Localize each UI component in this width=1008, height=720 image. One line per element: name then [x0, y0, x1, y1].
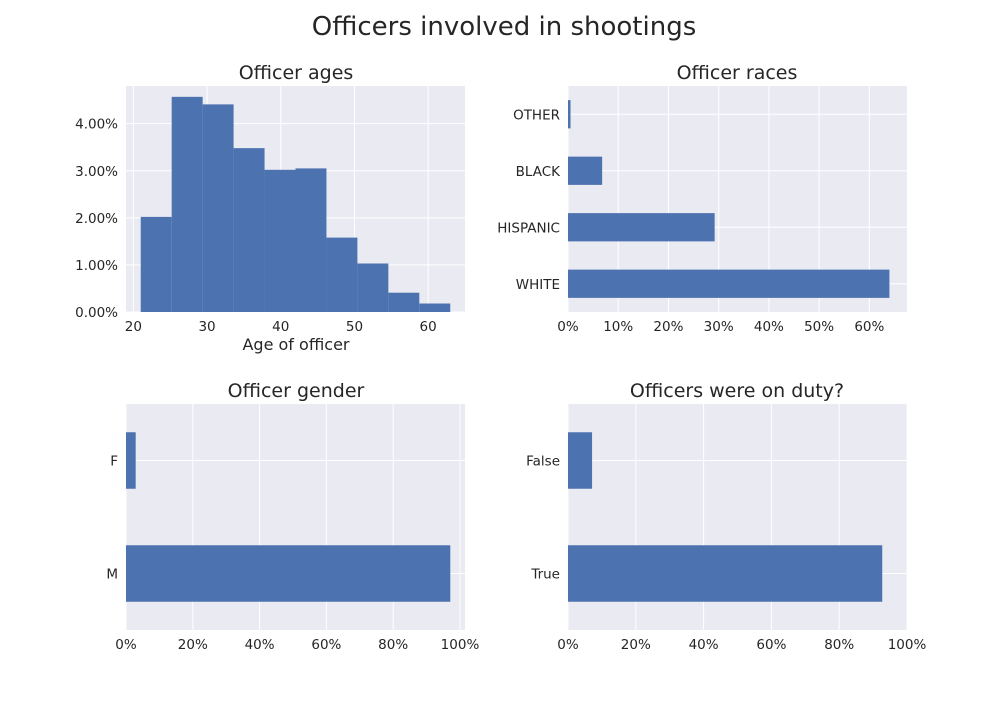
ages-y-tick-label: 2.00% [75, 211, 118, 227]
ages-histogram-bar [419, 303, 451, 312]
gender-x-tick-label: 80% [378, 637, 408, 653]
ages-y-tick-label: 1.00% [75, 258, 118, 274]
duty-bar [568, 545, 883, 602]
duty-category-label: False [526, 454, 560, 470]
races-x-tick-label: 20% [653, 319, 683, 335]
ages-x-axis-label: Age of officer [242, 335, 349, 354]
races-bar [568, 100, 571, 129]
races-bar [568, 213, 715, 242]
gender-category-label: F [110, 454, 118, 470]
ages-histogram-bar [233, 148, 265, 312]
ages-y-tick-label: 0.00% [75, 305, 118, 321]
gender-x-tick-label: 100% [441, 637, 480, 653]
duty-bar [568, 432, 593, 489]
ages-x-tick-label: 60 [420, 319, 437, 335]
races-x-tick-label: 40% [754, 319, 784, 335]
races-x-tick-label: 60% [854, 319, 884, 335]
ages-histogram-bar [140, 216, 172, 312]
gender-x-tick-label: 60% [311, 637, 341, 653]
gender-x-tick-label: 20% [178, 637, 208, 653]
races-x-tick-label: 10% [603, 319, 633, 335]
ages-x-tick-label: 40 [272, 319, 289, 335]
gender-bar-panel: Officer gender 0% 20% 40% 60% 80% 100% F M [106, 380, 479, 653]
ages-histogram-bar [171, 96, 203, 313]
duty-x-tick-label: 20% [621, 637, 651, 653]
ages-chart-title: Officer ages [239, 62, 354, 84]
duty-chart-title: Officers were on duty? [630, 380, 844, 402]
races-category-label: OTHER [513, 107, 560, 123]
ages-histogram-panel: Officer ages Age of officer 20 30 40 50 60 0.… [75, 62, 465, 354]
duty-category-label: True [530, 567, 560, 583]
ages-histogram-bar [388, 292, 420, 312]
ages-histogram-bar [202, 104, 234, 312]
ages-histogram-bar [357, 263, 389, 312]
ages-histogram-bar [295, 168, 327, 312]
races-bar [568, 156, 603, 185]
races-x-tick-label: 30% [704, 319, 734, 335]
duty-x-tick-label: 40% [689, 637, 719, 653]
duty-x-tick-label: 60% [756, 637, 786, 653]
duty-x-tick-label: 0% [557, 637, 579, 653]
races-category-label: HISPANIC [497, 220, 560, 236]
ages-x-tick-label: 50 [346, 319, 363, 335]
ages-y-tick-label: 4.00% [75, 117, 118, 133]
gender-category-label: M [106, 567, 118, 583]
ages-histogram-bar [326, 237, 358, 312]
duty-bar-panel: Officers were on duty? 0% 20% 40% 60% 80% 100… [526, 380, 926, 653]
gender-bar [126, 432, 136, 489]
gender-x-tick-label: 40% [245, 637, 275, 653]
races-bar-panel: Officer races 0% 10% 20% 30% 40% 50% 60% OTHER B… [497, 62, 907, 335]
races-bar [568, 269, 890, 298]
gender-bar [126, 545, 451, 602]
gender-x-tick-label: 0% [115, 637, 137, 653]
races-x-tick-label: 0% [557, 319, 579, 335]
races-chart-title: Officer races [677, 62, 798, 84]
figure-title: Officers involved in shootings [312, 12, 697, 42]
ages-x-tick-label: 30 [198, 319, 215, 335]
ages-y-tick-label: 3.00% [75, 164, 118, 180]
races-category-label: BLACK [516, 164, 562, 180]
races-category-label: WHITE [516, 277, 560, 293]
ages-histogram-bar [264, 169, 296, 312]
races-x-tick-label: 50% [804, 319, 834, 335]
gender-chart-title: Officer gender [228, 380, 365, 402]
ages-x-tick-label: 20 [125, 319, 142, 335]
duty-x-tick-label: 100% [888, 637, 927, 653]
duty-x-tick-label: 80% [824, 637, 854, 653]
